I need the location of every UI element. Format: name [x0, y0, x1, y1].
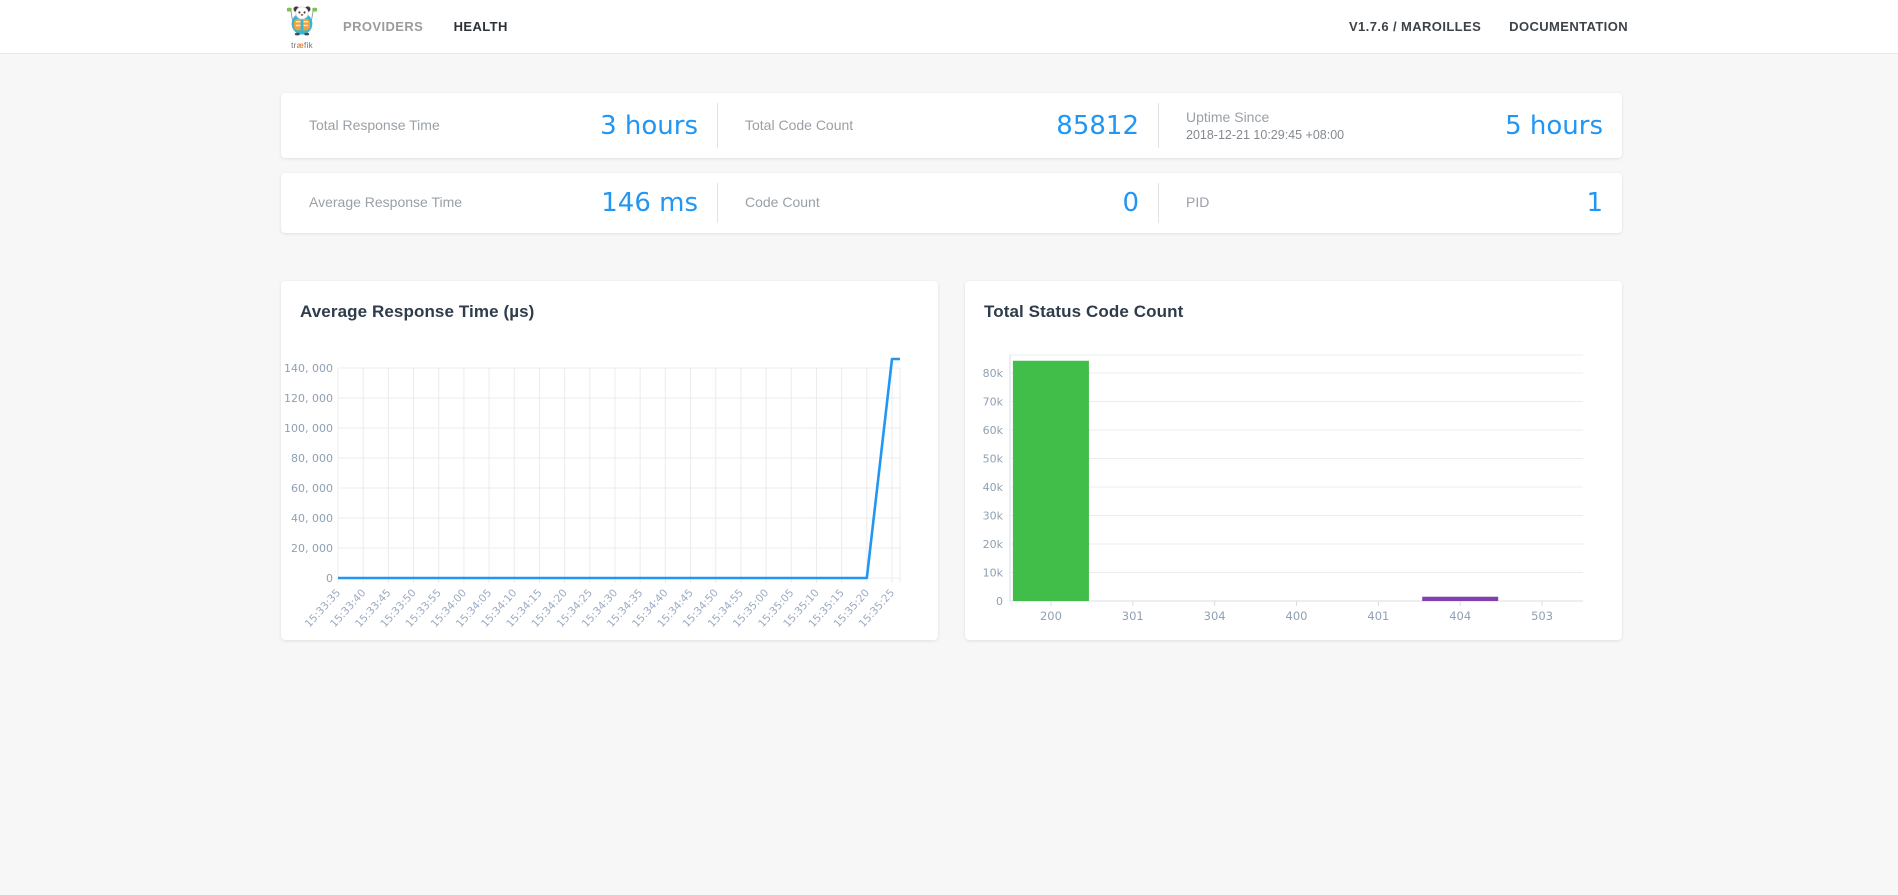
- stat-uptime-timestamp: 2018-12-21 10:29:45 +08:00: [1186, 128, 1345, 143]
- nav-item-health[interactable]: HEALTH: [453, 18, 508, 34]
- svg-text:20k: 20k: [983, 538, 1004, 551]
- stat-label: Total Response Time: [309, 116, 440, 133]
- traefik-mascot-icon: [286, 4, 318, 41]
- svg-text:30k: 30k: [983, 510, 1004, 523]
- svg-text:80k: 80k: [983, 367, 1004, 380]
- stat-average-response-time: Average Response Time 146 ms: [281, 173, 717, 233]
- stat-code-count: Code Count 0: [717, 173, 1158, 233]
- status-chart-title: Total Status Code Count: [984, 302, 1184, 321]
- svg-text:10k: 10k: [983, 567, 1004, 580]
- response-chart-title: Average Response Time (µs): [300, 302, 535, 321]
- stat-label: Average Response Time: [309, 194, 463, 211]
- stat-label: PID: [1186, 194, 1210, 211]
- traefik-logo-text: træfik: [291, 40, 313, 50]
- svg-text:401: 401: [1367, 609, 1389, 623]
- svg-text:60, 000: 60, 000: [291, 482, 333, 495]
- stat-label: Code Count: [745, 194, 820, 211]
- svg-text:200: 200: [1040, 609, 1062, 623]
- stat-value: 1: [1586, 188, 1603, 218]
- nav-item-providers[interactable]: PROVIDERS: [343, 18, 424, 34]
- svg-text:100, 000: 100, 000: [284, 422, 333, 435]
- stat-total-code-count: Total Code Count 85812: [717, 93, 1158, 158]
- svg-text:304: 304: [1204, 609, 1226, 623]
- svg-text:50k: 50k: [983, 453, 1004, 466]
- version-link[interactable]: V1.7.6 / MAROILLES: [1348, 19, 1482, 34]
- stat-label: Uptime Since: [1186, 108, 1270, 125]
- stats-row-current: Average Response Time 146 ms Code Count …: [281, 173, 1622, 233]
- stat-total-response-time: Total Response Time 3 hours: [281, 93, 717, 158]
- traefik-logo[interactable]: træfik: [281, 4, 323, 50]
- stat-value: 3 hours: [600, 110, 698, 141]
- svg-text:20, 000: 20, 000: [291, 542, 333, 555]
- svg-text:80, 000: 80, 000: [291, 452, 333, 465]
- navbar: træfik PROVIDERS HEALTH V1.7.6 / MAROILL…: [0, 0, 1898, 54]
- svg-text:120, 000: 120, 000: [284, 392, 333, 405]
- response-time-panel: Average Response Time (µs) 0 20, 000 40, 0…: [281, 281, 938, 640]
- stat-value: 85812: [1056, 110, 1139, 141]
- svg-text:60k: 60k: [983, 424, 1004, 437]
- stat-uptime: Uptime Since 2018-12-21 10:29:45 +08:00 …: [1158, 93, 1622, 158]
- svg-text:503: 503: [1531, 609, 1553, 623]
- svg-text:301: 301: [1122, 609, 1144, 623]
- stats-row-totals: Total Response Time 3 hours Total Code C…: [281, 93, 1622, 158]
- status-code-panel: Total Status Code Count 0 10k 20k 30k 40k 50k…: [965, 281, 1622, 640]
- navbar-right: V1.7.6 / MAROILLES DOCUMENTATION: [1321, 19, 1628, 34]
- svg-text:400: 400: [1286, 609, 1308, 623]
- svg-text:404: 404: [1449, 609, 1471, 623]
- stat-value: 146 ms: [601, 188, 698, 218]
- stat-pid: PID 1: [1158, 173, 1622, 233]
- stat-label: Total Code Count: [745, 116, 854, 133]
- status-code-chart: 0 10k 20k 30k 40k 50k 60k 70k 80k 200 301 304 400 401…: [965, 281, 1622, 640]
- svg-text:140, 000: 140, 000: [284, 362, 333, 375]
- svg-text:0: 0: [326, 572, 333, 585]
- stat-value: 0: [1122, 188, 1139, 218]
- documentation-link[interactable]: DOCUMENTATION: [1509, 19, 1628, 34]
- stat-value: 5 hours: [1505, 110, 1603, 141]
- main-nav: PROVIDERS HEALTH: [343, 18, 534, 36]
- svg-text:40k: 40k: [983, 481, 1004, 494]
- response-time-chart: 0 20, 000 40, 000 60, 000 80, 000 100, 000 120…: [281, 281, 938, 640]
- svg-text:70k: 70k: [983, 396, 1004, 409]
- svg-text:40, 000: 40, 000: [291, 512, 333, 525]
- svg-text:0: 0: [996, 595, 1003, 608]
